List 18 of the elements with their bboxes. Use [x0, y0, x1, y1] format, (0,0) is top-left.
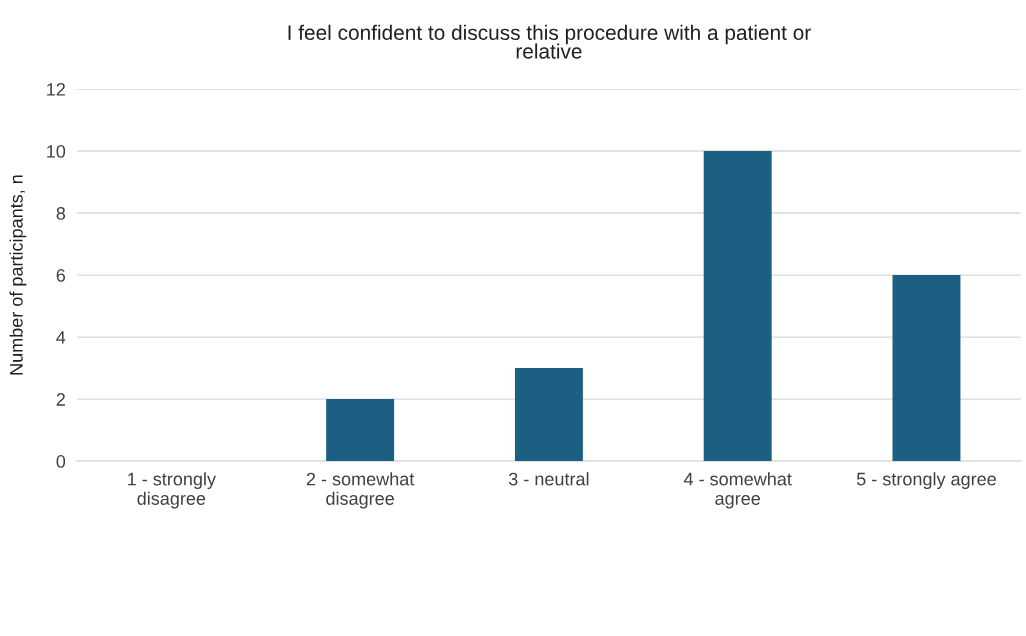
x-tick-label: 4 - somewhat agree [683, 472, 792, 509]
y-tick-label: 12 [47, 82, 65, 96]
bar [326, 399, 395, 462]
y-tick-label: 8 [56, 206, 66, 220]
y-tick-label: 10 [47, 144, 66, 158]
x-tick-label: 5 - strongly agree [856, 472, 996, 490]
y-tick-label: 6 [56, 269, 66, 282]
bar [892, 275, 961, 462]
bar [703, 151, 772, 462]
x-tick-label: 1 - strongly disagree [128, 472, 216, 509]
bar [514, 368, 583, 462]
y-tick-label: 0 [56, 455, 66, 468]
chart-title: I feel confident to discuss this procedure with a patient or relative [288, 24, 811, 59]
y-axis-title: Number of participants, n [9, 175, 27, 375]
x-tick-label: 2 - somewhat disagree [306, 472, 415, 509]
y-tick-label: 4 [56, 331, 66, 344]
x-tick-label: 3 - neutral [508, 472, 589, 486]
y-tick-label: 2 [56, 393, 65, 406]
